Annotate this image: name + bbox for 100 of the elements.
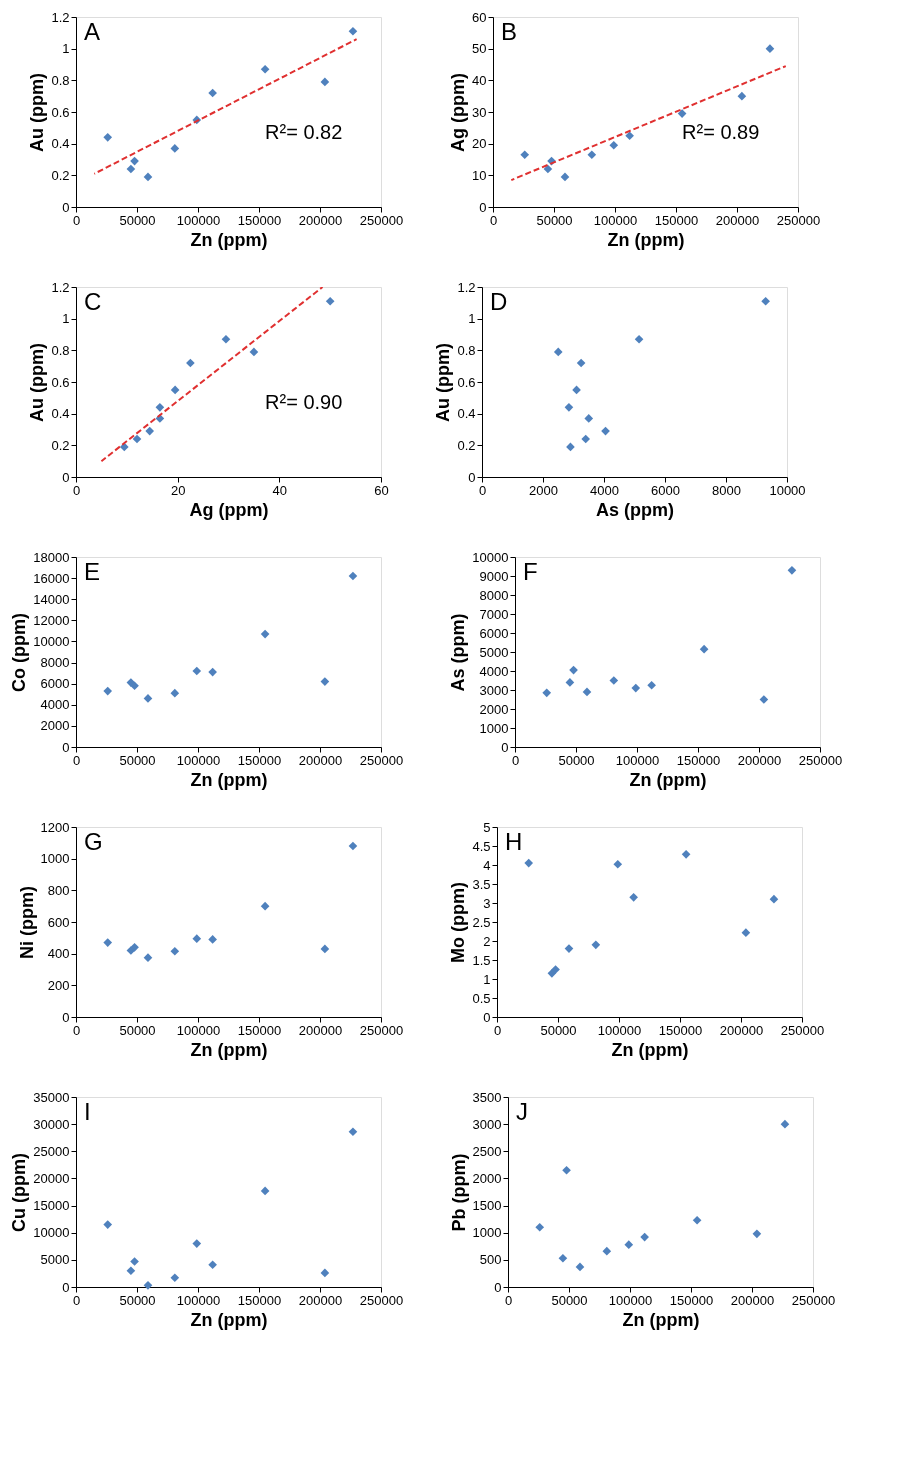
point <box>170 688 180 698</box>
y-tick-label: 60 <box>472 9 487 25</box>
x-tick-label: 100000 <box>176 212 221 228</box>
y-tick-label: 0 <box>62 739 70 755</box>
point <box>170 1273 180 1283</box>
point <box>681 850 691 859</box>
y-tick-label: 4000 <box>40 697 70 713</box>
x-tick-label: 200000 <box>715 212 760 228</box>
y-tick-label: 1500 <box>472 1198 502 1214</box>
x-tick-label: 100000 <box>176 752 221 768</box>
annotation: I <box>84 1098 91 1125</box>
x-tick-label: 150000 <box>237 1292 282 1308</box>
y-tick-label: 1000 <box>479 720 509 736</box>
point <box>543 164 553 174</box>
point <box>752 1229 762 1239</box>
x-tick-label: 0 <box>511 752 520 768</box>
y-tick-label: 0.4 <box>51 136 70 152</box>
point <box>524 858 534 868</box>
x-tick-label: 100000 <box>597 1022 642 1038</box>
y-axis-title: Mo (ppm) <box>448 882 469 963</box>
annotation: H <box>505 828 523 855</box>
y-tick-label: 14000 <box>33 591 70 607</box>
y-tick-label: 0.6 <box>51 374 70 390</box>
point <box>737 91 747 101</box>
y-tick-label: 1000 <box>40 851 70 867</box>
point <box>692 1215 702 1225</box>
y-tick-label: 8000 <box>479 587 509 603</box>
y-tick-label: 0.6 <box>457 374 476 390</box>
point <box>535 1222 545 1232</box>
annotation: E <box>84 558 101 585</box>
point <box>143 172 153 182</box>
x-tick-label: 60 <box>374 482 389 498</box>
x-tick-label: 2000 <box>529 482 558 498</box>
y-tick-label: 10 <box>472 167 487 183</box>
y-tick-label: 3 <box>483 895 491 911</box>
point <box>103 1220 113 1229</box>
y-tick-label: 0.8 <box>457 342 476 358</box>
point <box>602 1246 612 1256</box>
y-tick-label: 30000 <box>33 1116 70 1132</box>
x-tick-label: 150000 <box>658 1022 703 1038</box>
x-tick-label: 100000 <box>615 752 660 768</box>
y-tick-label: 10000 <box>33 1225 70 1241</box>
x-tick-label: 50000 <box>558 752 595 768</box>
point <box>103 686 113 696</box>
x-axis-title: Zn (ppm) <box>190 229 268 250</box>
y-axis-title: Ag (ppm) <box>448 73 469 152</box>
x-tick-label: 0 <box>72 1292 81 1308</box>
point <box>320 1268 330 1278</box>
x-tick-label: 4000 <box>590 482 619 498</box>
x-tick-label: 250000 <box>359 752 404 768</box>
y-tick-label: 10000 <box>33 633 70 649</box>
point <box>761 296 770 306</box>
point <box>325 296 335 306</box>
x-tick-label: 6000 <box>651 482 680 498</box>
y-tick-label: 1.2 <box>51 9 70 25</box>
x-axis-title: Zn (ppm) <box>611 1039 689 1060</box>
point <box>551 965 560 974</box>
x-tick-label: 20 <box>170 482 186 498</box>
point <box>769 894 779 904</box>
x-tick-label: 150000 <box>237 752 282 768</box>
point <box>576 358 586 368</box>
point <box>249 347 259 357</box>
point <box>130 681 139 691</box>
x-axis-title: Ag (ppm) <box>189 499 269 520</box>
point <box>221 334 231 344</box>
point <box>320 944 330 954</box>
y-tick-label: 0 <box>501 739 509 755</box>
y-tick-label: 12000 <box>33 612 70 628</box>
annotation: R²= 0.82 <box>265 121 343 144</box>
annotation: R²= 0.89 <box>682 121 760 144</box>
point <box>208 935 217 944</box>
point <box>145 426 155 436</box>
annotation: D <box>490 288 508 315</box>
point <box>582 687 592 697</box>
point <box>132 434 142 444</box>
y-tick-label: 2.5 <box>472 914 491 930</box>
point <box>609 140 619 150</box>
point <box>170 385 180 395</box>
y-tick-label: 4 <box>483 857 491 873</box>
point <box>348 1127 358 1137</box>
y-tick-label: 2500 <box>472 1143 502 1159</box>
y-tick-label: 0.8 <box>51 342 70 358</box>
y-tick-label: 400 <box>47 946 70 962</box>
y-axis-title: Au (ppm) <box>27 343 48 422</box>
y-tick-label: 20 <box>472 136 487 152</box>
y-tick-label: 0 <box>483 1009 491 1025</box>
y-tick-label: 3000 <box>472 1116 502 1132</box>
x-tick-label: 100000 <box>593 212 638 228</box>
x-tick-label: 8000 <box>712 482 741 498</box>
x-tick-label: 100000 <box>176 1292 221 1308</box>
y-tick-label: 15000 <box>33 1198 70 1214</box>
x-tick-label: 200000 <box>730 1292 775 1308</box>
point <box>677 109 687 118</box>
point <box>613 859 623 869</box>
y-tick-label: 5 <box>483 819 491 835</box>
x-tick-label: 200000 <box>298 1292 343 1308</box>
x-tick-label: 150000 <box>669 1292 714 1308</box>
point <box>575 1262 585 1272</box>
y-tick-label: 40 <box>472 72 487 88</box>
y-tick-label: 25000 <box>33 1143 70 1159</box>
